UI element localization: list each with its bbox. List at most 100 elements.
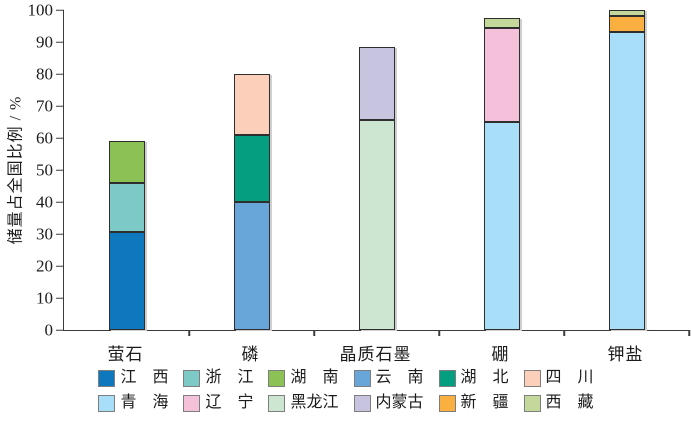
legend-label: 青 海 <box>120 394 169 411</box>
legend-item-江西: 江 西 <box>98 369 168 387</box>
x-tick-mark <box>188 330 190 336</box>
bar-segment <box>483 27 520 122</box>
legend-swatch-icon <box>353 369 371 387</box>
bars-container <box>64 10 689 330</box>
y-tick-label: 90 <box>36 32 53 52</box>
y-tick-mark <box>56 201 64 203</box>
bar-segment <box>233 134 270 202</box>
legend-swatch-icon <box>353 394 371 412</box>
legend-item-辽宁: 辽 宁 <box>183 394 253 412</box>
y-tick-label: 50 <box>36 160 53 180</box>
bar-segment <box>233 74 270 135</box>
bar-segment <box>358 120 395 330</box>
bar-segment <box>483 122 520 330</box>
category-slot-1 <box>64 10 189 330</box>
legend-swatch-icon <box>438 369 456 387</box>
x-category-label-1: 萤石 <box>107 345 144 364</box>
category-slot-3 <box>314 10 439 330</box>
legend-label: 黑龙江 <box>290 394 339 411</box>
y-tick-label: 40 <box>36 192 53 212</box>
bar-segment <box>608 10 645 17</box>
legend-label: 湖 北 <box>460 369 509 386</box>
legend-item-黑龙江: 黑龙江 <box>268 394 339 412</box>
bar-segment <box>358 46 395 121</box>
legend-swatch-icon <box>183 394 201 412</box>
stacked-bar-4 <box>483 10 520 330</box>
stacked-bar-1 <box>108 10 145 330</box>
legend-row-2: 青 海 辽 宁 黑龙江 内蒙古 新 疆 西 藏 <box>0 394 692 412</box>
bar-segment <box>108 232 145 330</box>
y-tick-mark <box>56 169 64 171</box>
bar-segment <box>608 32 645 330</box>
legend-label: 内蒙古 <box>375 394 424 411</box>
legend-swatch-icon <box>183 369 201 387</box>
category-slot-2 <box>189 10 314 330</box>
legend-label: 辽 宁 <box>205 394 254 411</box>
legend-swatch-icon <box>98 394 116 412</box>
legend-label: 云 南 <box>375 369 424 386</box>
stacked-bar-2 <box>233 10 270 330</box>
legend-item-湖北: 湖 北 <box>438 369 509 387</box>
y-tick-label: 0 <box>44 320 54 340</box>
x-tick-mark <box>313 330 315 336</box>
plot-area <box>56 9 690 336</box>
legend-item-浙江: 浙 江 <box>183 369 253 387</box>
legend-swatch-icon <box>523 394 541 412</box>
legend-item-内蒙古: 内蒙古 <box>353 394 424 412</box>
legend-swatch-icon <box>523 369 541 387</box>
y-tick-mark <box>56 297 64 299</box>
x-axis-category-labels: 萤石 磷 晶质石墨 硼 钾盐 <box>63 340 688 365</box>
legend-swatch-icon <box>268 369 286 387</box>
x-category-label-5: 钾盐 <box>607 345 644 364</box>
bar-segment <box>108 182 145 233</box>
legend-item-新疆: 新 疆 <box>438 394 509 412</box>
legend-row-1: 江 西浙 江湖 南云 南湖 北四 川 <box>0 369 692 387</box>
stacked-bar-5 <box>608 10 645 330</box>
bar-segment <box>108 141 145 183</box>
y-tick-mark <box>56 137 64 139</box>
category-slot-5 <box>564 10 689 330</box>
bar-segment <box>608 16 645 33</box>
y-tick-mark <box>56 233 64 235</box>
legend-item-四川: 四 川 <box>523 369 594 387</box>
y-tick-label: 10 <box>36 288 53 308</box>
stacked-bar-3 <box>358 10 395 330</box>
legend-swatch-icon <box>438 394 456 412</box>
legend-item-云南: 云 南 <box>353 369 424 387</box>
category-slot-4 <box>439 10 564 330</box>
y-tick-label: 80 <box>36 64 53 84</box>
legend-swatch-icon <box>98 369 116 387</box>
x-tick-mark <box>563 330 565 336</box>
y-tick-label: 30 <box>36 224 53 244</box>
x-tick-mark <box>688 330 690 336</box>
x-category-label-3: 晶质石墨 <box>339 345 412 364</box>
y-tick-mark <box>56 329 64 331</box>
y-tick-mark <box>56 41 64 43</box>
legend-swatch-icon <box>268 394 286 412</box>
y-tick-mark <box>56 9 64 11</box>
legend-label: 江 西 <box>120 369 169 386</box>
legend-label: 浙 江 <box>205 369 254 386</box>
x-tick-mark <box>438 330 440 336</box>
y-tick-label: 60 <box>36 128 53 148</box>
legend-label: 湖 南 <box>290 369 339 386</box>
legend-label: 西 藏 <box>545 394 594 411</box>
legend-label: 新 疆 <box>460 394 509 411</box>
y-tick-label: 70 <box>36 96 53 116</box>
y-tick-mark <box>56 105 64 107</box>
y-tick-label: 20 <box>36 256 53 276</box>
bar-segment <box>483 18 520 28</box>
bar-segment <box>233 202 270 330</box>
legend-item-湖南: 湖 南 <box>268 369 339 387</box>
x-category-label-2: 磷 <box>241 345 260 364</box>
y-axis-tick-labels: 0 10 20 30 40 50 60 70 80 90 100 <box>0 2 55 339</box>
legend: 江 西 浙 江 湖 南 云 南 湖 北 四 川青 海 辽 宁 黑龙江 内蒙古 新 疆 西 藏 <box>0 369 692 419</box>
legend-item-西藏: 西 藏 <box>523 394 594 412</box>
legend-label: 四 川 <box>545 369 594 386</box>
legend-item-青海: 青 海 <box>98 394 168 412</box>
x-category-label-4: 硼 <box>491 345 510 364</box>
y-tick-label: 100 <box>27 0 54 20</box>
y-tick-mark <box>56 265 64 267</box>
y-tick-mark <box>56 73 64 75</box>
